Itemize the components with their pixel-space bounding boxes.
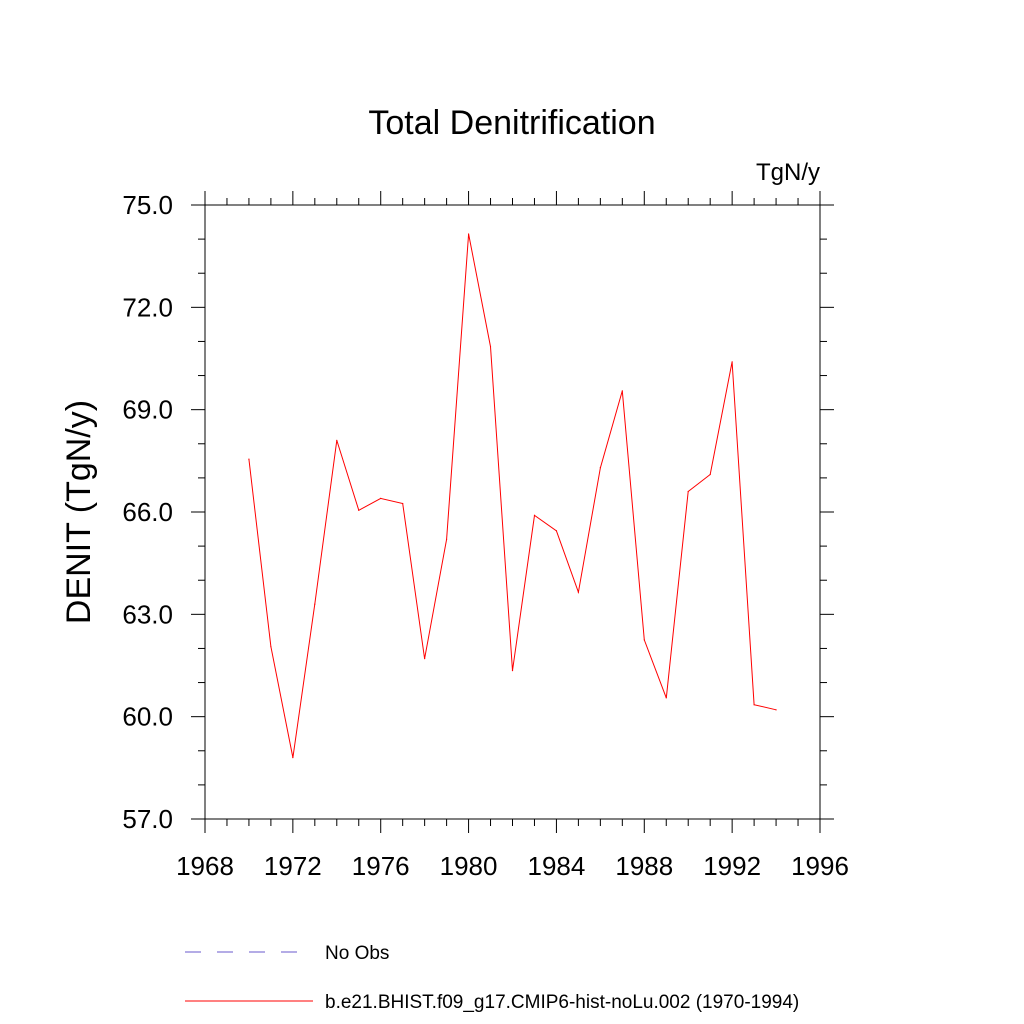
data-point <box>577 591 579 593</box>
data-point <box>687 490 689 493</box>
data-point <box>665 697 667 699</box>
y-axis-label: DENIT (TgN/y) <box>60 400 98 624</box>
units-label: TgN/y <box>756 159 820 186</box>
data-point <box>731 361 733 363</box>
x-tick-label: 1992 <box>703 851 761 881</box>
data-point <box>270 646 272 648</box>
data-point <box>643 639 645 641</box>
x-tick-label: 1972 <box>264 851 322 881</box>
y-tick-label: 66.0 <box>122 497 173 527</box>
data-point <box>555 530 558 532</box>
x-tick-label: 1984 <box>528 851 586 881</box>
data-point <box>467 233 470 235</box>
y-tick-label: 72.0 <box>122 292 173 322</box>
y-ticks: 57.0 60.0 63.0 66.0 69.0 72.0 75.0 <box>122 190 834 834</box>
x-tick-label: 1968 <box>176 851 234 881</box>
x-tick-label: 1988 <box>615 851 673 881</box>
y-tick-label: 57.0 <box>122 804 173 834</box>
data-point <box>248 458 250 460</box>
data-point <box>292 757 294 759</box>
series-layer <box>248 233 777 759</box>
legend-label: b.e21.BHIST.f09_g17.CMIP6-hist-noLu.002 … <box>325 992 799 1013</box>
x-ticks: 1968 1972 1976 1980 1984 1988 1992 1996 <box>176 191 849 881</box>
x-tick-label: 1980 <box>440 851 498 881</box>
data-point <box>424 658 426 660</box>
data-point <box>336 439 338 441</box>
y-tick-label: 69.0 <box>122 395 173 425</box>
data-point <box>314 603 316 605</box>
y-tick-label: 75.0 <box>122 190 173 220</box>
x-tick-label: 1976 <box>352 851 410 881</box>
legend-label: No Obs <box>325 943 389 964</box>
data-point <box>753 704 755 706</box>
data-point <box>599 467 601 469</box>
chart-title: Total Denitrification <box>368 104 655 142</box>
data-point <box>380 497 382 499</box>
x-tick-label: 1996 <box>791 851 849 881</box>
data-point <box>489 345 492 348</box>
legend: No Obs b.e21.BHIST.f09_g17.CMIP6-hist-noL… <box>185 943 799 1013</box>
data-point <box>402 502 404 505</box>
y-tick-label: 63.0 <box>122 599 173 629</box>
data-point <box>709 473 711 476</box>
data-point <box>358 509 360 511</box>
data-point <box>511 670 514 672</box>
data-point <box>533 514 536 517</box>
data-point <box>621 390 623 392</box>
data-point <box>446 538 448 540</box>
y-tick-label: 60.0 <box>122 702 173 732</box>
series-line <box>248 233 777 758</box>
data-point <box>775 709 777 711</box>
